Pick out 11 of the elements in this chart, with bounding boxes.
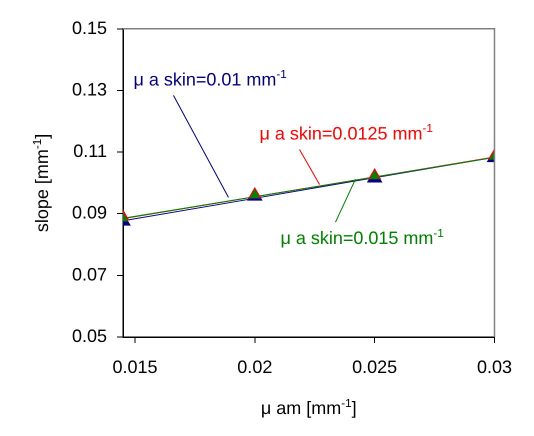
- y-tick-label: 0.11: [73, 141, 107, 162]
- y-tick-label: 0.05: [72, 326, 107, 346]
- y-tick-label: 0.15: [72, 18, 107, 38]
- y-tick-label: 0.13: [72, 79, 107, 100]
- x-tick-label: 0.015: [112, 356, 158, 377]
- x-tick-label: 0.02: [237, 356, 272, 377]
- y-tick-label: 0.09: [72, 202, 107, 223]
- x-tick-label: 0.03: [476, 356, 512, 377]
- y-tick-label: 0.07: [72, 264, 107, 284]
- x-tick-label: 0.025: [352, 356, 398, 377]
- y-axis-title: slope [mm-1]: [30, 134, 52, 232]
